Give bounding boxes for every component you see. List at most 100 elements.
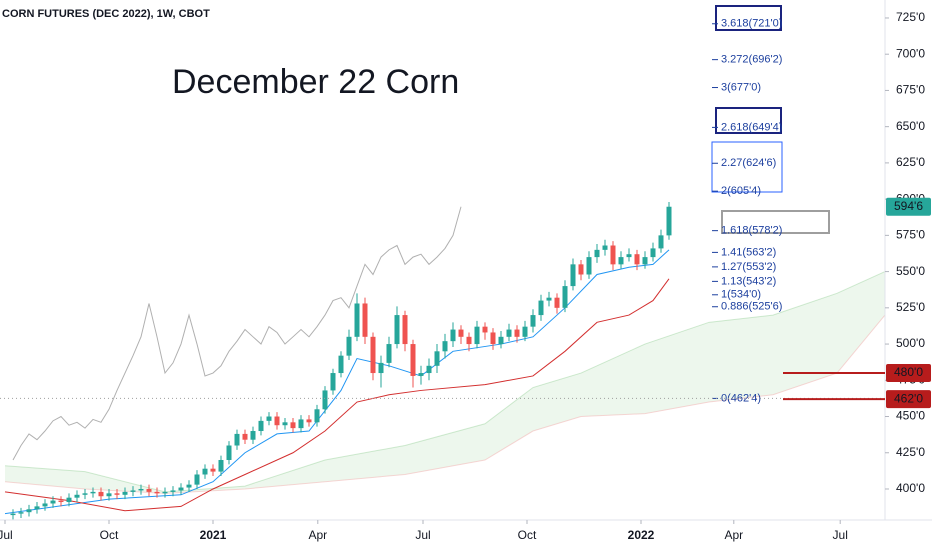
fib-box — [715, 5, 782, 31]
y-tick-label: 400'0 — [896, 481, 925, 495]
candle-body — [194, 474, 200, 485]
y-tick-label: 550'0 — [896, 264, 925, 278]
candle-body — [146, 488, 152, 492]
candle-body — [290, 422, 296, 429]
candle-body — [410, 344, 416, 376]
candle-body — [450, 329, 456, 342]
fib-label: 1.41(563'2) — [721, 246, 776, 258]
price-tag — [886, 390, 931, 409]
candle-body — [530, 315, 536, 327]
candle-body — [506, 329, 512, 337]
candle-body — [338, 355, 344, 374]
candle-body — [18, 512, 24, 514]
cloud-edge — [4, 271, 886, 493]
candle-body — [98, 491, 104, 497]
candle-body — [250, 431, 256, 440]
candle-body — [298, 419, 304, 429]
fib-label: 1(534'0) — [721, 289, 761, 301]
x-tick-label: Apr — [308, 528, 327, 542]
candle-body — [258, 420, 264, 432]
y-tick-label: 575'0 — [896, 228, 925, 242]
fib-box — [715, 107, 782, 134]
candle-body — [42, 503, 48, 507]
price-tag-label: 594'6 — [894, 199, 923, 213]
chart-title: CORN FUTURES (DEC 2022), 1W, CBOT — [2, 8, 210, 20]
candle-body — [186, 484, 192, 488]
candle-body — [266, 416, 272, 421]
candle-body — [178, 487, 184, 491]
candle-body — [418, 373, 424, 376]
y-tick-label: 650'0 — [896, 119, 925, 133]
candle-body — [346, 336, 352, 356]
candle-body — [210, 468, 216, 472]
x-tick-label: Jul — [833, 528, 848, 542]
fib-label: 1.13(543'2) — [721, 275, 776, 287]
candle-body — [66, 497, 72, 503]
candle-body — [594, 249, 600, 258]
candle-body — [562, 286, 568, 308]
candle-body — [442, 341, 448, 352]
candle-body — [218, 460, 224, 472]
candle-body — [10, 513, 16, 516]
candle-body — [546, 297, 552, 301]
y-tick-label: 675'0 — [896, 83, 925, 97]
candle-body — [554, 297, 560, 308]
candle-body — [434, 351, 440, 366]
candle-body — [490, 332, 496, 345]
candle-body — [34, 506, 40, 510]
candle-body — [426, 365, 432, 374]
cloud-edge — [4, 314, 886, 494]
candle-body — [602, 245, 608, 250]
price-tag-label: 462'0 — [894, 391, 923, 405]
candle-body — [138, 488, 144, 491]
candle-body — [578, 264, 584, 275]
x-tick-label: Jul — [0, 528, 13, 542]
candle-body — [642, 257, 648, 265]
candle-body — [330, 373, 336, 391]
y-tick-label: 450'0 — [896, 409, 925, 423]
candle-body — [378, 362, 384, 374]
candle-body — [482, 326, 488, 333]
price-tag-label: 480'0 — [894, 365, 923, 379]
candle-body — [666, 206, 672, 236]
candle-body — [234, 433, 240, 446]
candle-body — [354, 303, 360, 337]
x-tick-label: 2021 — [200, 528, 227, 542]
candle-body — [162, 491, 168, 494]
candle-body — [610, 245, 616, 265]
candle-body — [522, 326, 528, 337]
candle-body — [498, 336, 504, 345]
candle-body — [154, 491, 160, 494]
y-tick-label: 500'0 — [896, 336, 925, 350]
y-tick-label: 700'0 — [896, 46, 925, 60]
candle-body — [586, 257, 592, 275]
candle-body — [626, 254, 632, 258]
candle-body — [650, 248, 656, 258]
fib-label: 0.886(525'6) — [721, 301, 782, 313]
fib-label: 1.27(553'2) — [721, 261, 776, 273]
candle-body — [242, 433, 248, 440]
candle-body — [122, 491, 128, 495]
fib-box — [721, 210, 830, 234]
candle-body — [514, 329, 520, 337]
candle-body — [362, 303, 368, 337]
candle-body — [634, 254, 640, 265]
candle-body — [170, 490, 176, 492]
candle-body — [226, 445, 232, 460]
fib-label: 2.618(649'4) — [721, 121, 782, 133]
x-tick-label: Oct — [100, 528, 119, 542]
candle-body — [314, 409, 320, 423]
y-tick-label: 625'0 — [896, 155, 925, 169]
x-tick-label: Jul — [415, 528, 430, 542]
indicator-line — [12, 206, 462, 461]
candle-body — [114, 493, 120, 495]
fib-label: 0(462'4) — [721, 392, 761, 404]
fib-label: 3.272(696'2) — [721, 54, 782, 66]
fib-label: 2.27(624'6) — [721, 157, 776, 169]
y-tick-label: 725'0 — [896, 10, 925, 24]
candle-body — [466, 336, 472, 345]
candle-body — [458, 329, 464, 337]
cloud — [5, 271, 885, 494]
price-tag — [886, 197, 931, 216]
